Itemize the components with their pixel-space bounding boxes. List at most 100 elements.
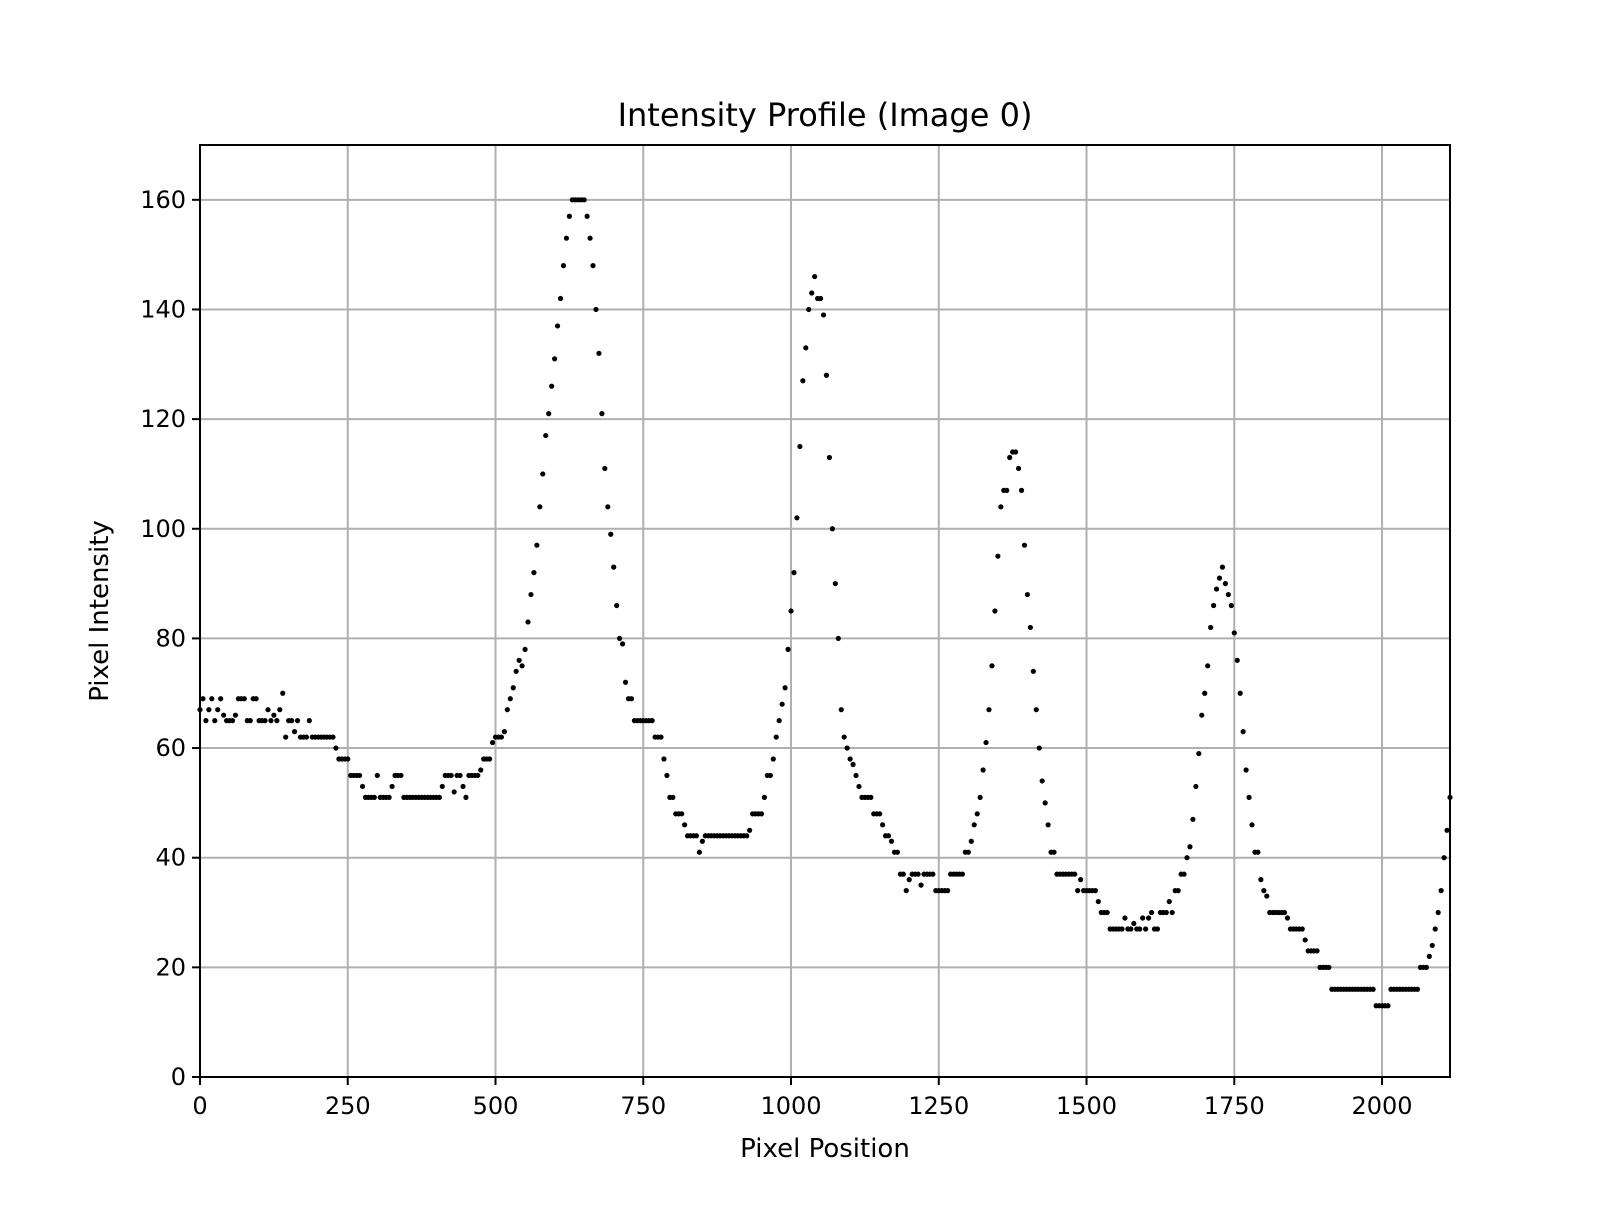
data-point xyxy=(1314,948,1320,954)
data-point xyxy=(277,707,283,713)
data-point xyxy=(1264,893,1270,899)
data-point xyxy=(504,707,510,713)
data-point xyxy=(253,696,259,702)
data-point xyxy=(1039,778,1045,784)
data-point xyxy=(812,273,818,280)
data-point xyxy=(611,564,617,570)
data-point xyxy=(1051,849,1057,855)
data-point xyxy=(593,306,599,313)
data-point xyxy=(800,378,806,384)
data-point xyxy=(1234,657,1240,663)
data-point xyxy=(218,696,224,702)
data-point xyxy=(448,772,454,779)
y-tick-label: 160 xyxy=(140,186,186,214)
data-point xyxy=(779,701,785,707)
data-point xyxy=(977,794,983,801)
data-point xyxy=(596,350,602,356)
data-point xyxy=(832,580,838,587)
data-point xyxy=(525,619,531,625)
data-point xyxy=(229,718,236,724)
data-point xyxy=(1072,871,1078,877)
data-point xyxy=(599,411,605,417)
x-tick-label: 0 xyxy=(192,1092,207,1120)
data-point xyxy=(995,553,1001,559)
data-point xyxy=(247,718,253,724)
data-point xyxy=(968,838,974,844)
data-point xyxy=(552,356,558,362)
data-point xyxy=(1435,909,1441,916)
data-point xyxy=(1015,465,1022,472)
data-point xyxy=(826,454,833,461)
axis-ticks: 0 250 500 750 1000 1250 1500 1750 2000 0 20 40 60 80 1… xyxy=(140,186,1412,1120)
data-point xyxy=(682,822,688,828)
data-point xyxy=(549,383,555,389)
data-point xyxy=(1326,964,1332,970)
data-point xyxy=(1163,909,1169,916)
data-point xyxy=(767,772,773,779)
data-point xyxy=(374,772,380,779)
data-point xyxy=(847,756,853,762)
data-point xyxy=(679,811,685,817)
data-point xyxy=(291,729,298,735)
data-point xyxy=(945,888,951,894)
data-point xyxy=(1021,542,1028,548)
data-point xyxy=(516,657,522,663)
data-point xyxy=(1261,888,1267,894)
data-point xyxy=(280,690,286,696)
data-point xyxy=(776,718,782,724)
data-point xyxy=(584,213,590,219)
data-point xyxy=(617,635,623,642)
data-point xyxy=(200,696,206,702)
data-point xyxy=(1219,564,1226,570)
data-point xyxy=(696,849,703,855)
data-point xyxy=(203,718,209,724)
data-point xyxy=(1302,937,1308,943)
data-point xyxy=(761,794,768,801)
data-point xyxy=(486,756,493,762)
data-point xyxy=(1018,487,1025,493)
data-point xyxy=(221,712,227,718)
data-point xyxy=(900,871,906,877)
data-point xyxy=(1299,926,1305,932)
data-point xyxy=(478,767,484,773)
data-point xyxy=(794,515,800,521)
data-point xyxy=(608,531,614,537)
data-point xyxy=(998,504,1004,510)
grid-lines xyxy=(199,145,1450,1078)
data-point xyxy=(1441,855,1447,861)
chart-title: Intensity Profile (Image 0) xyxy=(618,96,1033,134)
data-point xyxy=(1193,783,1199,790)
data-point xyxy=(602,465,608,472)
data-point xyxy=(303,734,309,740)
data-point xyxy=(1119,926,1125,932)
data-point xyxy=(436,794,442,801)
data-point xyxy=(560,263,567,269)
data-point xyxy=(1092,888,1098,894)
data-point xyxy=(1154,926,1161,932)
data-point xyxy=(268,718,274,724)
data-point xyxy=(930,871,936,877)
data-point xyxy=(475,772,481,779)
data-point xyxy=(463,794,469,801)
data-point xyxy=(513,668,519,674)
data-point xyxy=(1033,707,1039,713)
data-point xyxy=(856,783,862,790)
data-point xyxy=(498,734,505,740)
data-point xyxy=(1036,745,1042,751)
data-point xyxy=(885,833,892,839)
data-point xyxy=(1131,920,1137,927)
data-point xyxy=(1385,1003,1391,1009)
data-point xyxy=(1426,953,1432,959)
data-point xyxy=(457,772,463,779)
data-point xyxy=(1281,909,1288,916)
data-point xyxy=(1196,750,1202,757)
data-point xyxy=(209,696,215,702)
data-point xyxy=(212,718,218,724)
data-point xyxy=(791,570,797,576)
data-point xyxy=(534,542,540,548)
data-point xyxy=(670,794,676,801)
data-point xyxy=(1075,888,1081,894)
data-point xyxy=(451,789,457,795)
data-point xyxy=(1208,624,1214,631)
